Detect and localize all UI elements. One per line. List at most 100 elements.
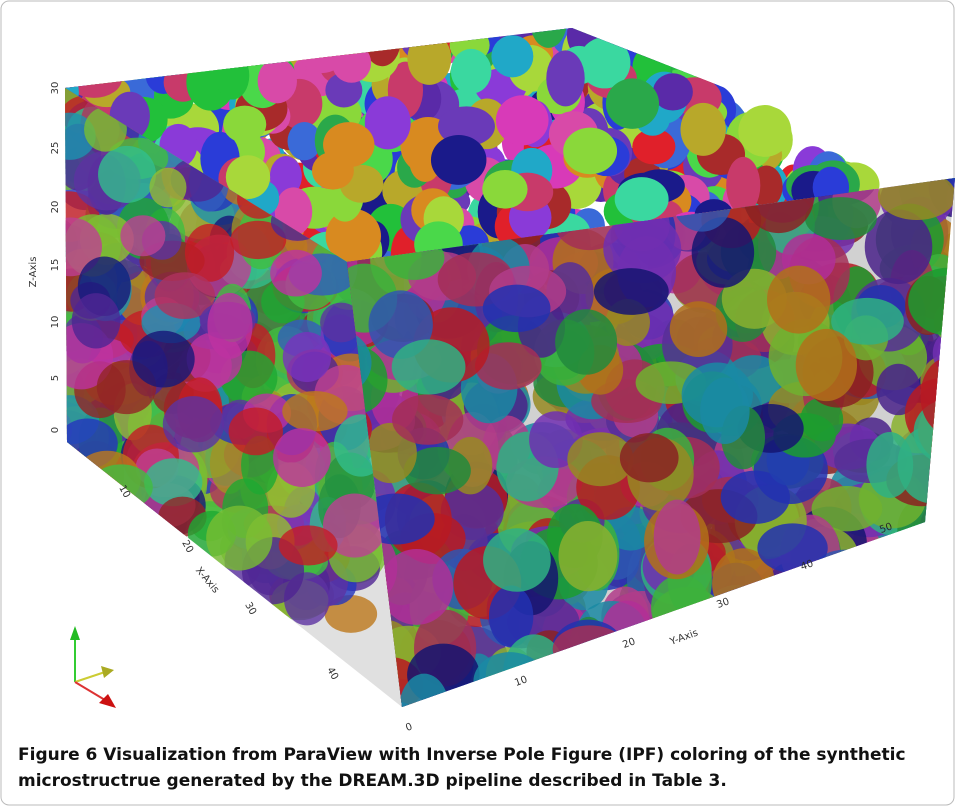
grain	[671, 659, 716, 706]
x-tick-label: 30	[242, 600, 258, 617]
grain	[748, 634, 818, 687]
grain	[877, 620, 932, 685]
grain	[581, 649, 628, 723]
z-tick-label: 10	[50, 316, 61, 329]
grain	[606, 648, 655, 703]
grain	[491, 679, 567, 730]
grain	[496, 95, 549, 145]
grain	[258, 59, 297, 104]
grain	[757, 652, 802, 700]
grain	[615, 177, 669, 221]
grain	[572, 671, 627, 729]
axes-triad	[70, 626, 116, 708]
grain	[842, 611, 917, 662]
grain	[606, 78, 659, 128]
grain	[947, 479, 956, 524]
figure: 051015202530Z-Axis10203040X-Axis01020304…	[0, 0, 956, 807]
grain	[548, 651, 624, 698]
grain	[853, 558, 929, 611]
caption-label: Figure 6	[18, 745, 97, 765]
grain	[563, 128, 617, 175]
grain	[877, 574, 948, 651]
grain	[781, 592, 834, 635]
grain	[482, 170, 527, 209]
grain	[860, 537, 908, 600]
y-axis-label: Y-Axis	[668, 628, 700, 649]
caption: Figure 6 Visualization from ParaView wit…	[18, 742, 938, 794]
z-axis-label: Z-Axis	[28, 257, 39, 288]
grain	[641, 615, 686, 692]
grain	[24, 63, 68, 100]
z-tick-label: 0	[50, 427, 61, 433]
grain	[947, 538, 956, 587]
grain	[730, 595, 782, 642]
grain	[223, 106, 266, 143]
grain	[871, 545, 916, 617]
grain	[878, 598, 931, 643]
grain	[895, 568, 944, 615]
grain	[407, 32, 451, 84]
x-axis-label: X-Axis	[193, 565, 221, 595]
grain	[913, 598, 956, 653]
grain	[938, 478, 956, 555]
x-tick-label: 40	[324, 665, 340, 682]
grain	[356, 700, 422, 745]
grain	[886, 625, 936, 678]
grain	[883, 555, 941, 622]
grain	[431, 135, 486, 185]
grain	[764, 576, 829, 650]
grain	[951, 529, 956, 585]
y-tick-label: 30	[715, 596, 731, 611]
grain	[775, 606, 838, 671]
grain	[743, 590, 794, 639]
grain	[873, 538, 946, 595]
grain	[948, 263, 956, 333]
grain	[763, 617, 837, 661]
z-tick-label: 15	[50, 259, 61, 272]
grain	[815, 579, 864, 649]
grain	[939, 131, 956, 186]
render: 051015202530Z-Axis10203040X-Axis01020304…	[0, 0, 956, 807]
grain	[933, 606, 956, 676]
grain	[596, 664, 663, 716]
grain	[502, 667, 577, 722]
grain	[16, 69, 71, 101]
grain	[506, 657, 577, 728]
grain	[577, 657, 641, 716]
grain	[700, 593, 769, 645]
grain	[924, 514, 956, 585]
grain	[839, 584, 896, 646]
grain	[768, 598, 819, 673]
grain	[215, 51, 249, 99]
grain	[732, 602, 782, 664]
grain	[491, 35, 533, 77]
grain	[782, 570, 850, 647]
grain	[773, 579, 827, 652]
grain	[841, 610, 886, 660]
grain	[738, 105, 791, 157]
y-tick-label: 0	[404, 721, 414, 734]
grain	[451, 49, 492, 94]
grain	[931, 491, 956, 543]
grain	[925, 554, 956, 610]
y-tick-label: 20	[621, 636, 637, 651]
z-tick-label: 30	[50, 82, 61, 95]
grain	[825, 625, 890, 674]
grain	[948, 230, 956, 307]
z-tick-label: 20	[50, 201, 61, 214]
grain	[742, 574, 818, 649]
grain	[909, 601, 956, 644]
grain	[882, 571, 931, 613]
grain	[546, 50, 584, 106]
grain	[332, 43, 371, 83]
grain	[781, 622, 851, 679]
grain	[726, 157, 760, 214]
grain	[889, 534, 956, 601]
y-tick-label: 10	[513, 674, 529, 689]
grain	[448, 686, 506, 744]
z-tick-label: 5	[50, 375, 61, 381]
grain	[931, 566, 956, 626]
grain	[573, 649, 644, 717]
caption-text: Visualization from ParaView with Inverse…	[18, 745, 906, 791]
grain	[312, 152, 354, 190]
